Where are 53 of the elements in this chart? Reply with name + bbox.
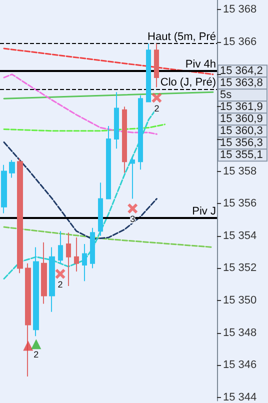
point — [23, 340, 34, 351]
candlestick — [114, 92, 119, 150]
line-series — [3, 124, 166, 132]
y-tick-label: 15 354 — [223, 230, 257, 242]
text: 5s — [220, 89, 232, 102]
y-tick-label: 15 352 — [223, 262, 257, 274]
y-tick-label: 15 366 — [223, 36, 257, 48]
text: 15 364,2 — [220, 65, 263, 78]
point — [152, 92, 162, 103]
y-tick-label: 15 350 — [223, 294, 257, 307]
y-tick-label: 15 358 — [223, 165, 257, 178]
candlestick — [90, 227, 95, 269]
point — [31, 339, 42, 350]
y-tick-label: 15 346 — [223, 359, 257, 372]
line-series — [3, 74, 158, 135]
candlestick — [82, 243, 87, 282]
y-tick-label: 15 348 — [223, 326, 257, 339]
point — [55, 268, 66, 279]
candlestick — [66, 232, 71, 287]
ref-line-label: Haut (5m, Pré — [148, 31, 216, 44]
candlestick — [122, 106, 127, 174]
text: 15 363,8 — [220, 77, 263, 90]
text: 15 356,3 — [220, 137, 263, 150]
y-tick-label: 15 368 — [223, 4, 257, 16]
candlestick — [1, 164, 7, 214]
candlestick — [33, 246, 39, 337]
ref-line-label: Clo (J, Pré) — [160, 76, 216, 88]
annotation: 2 — [58, 279, 63, 290]
candlestick — [41, 242, 47, 304]
y-tick-label: 15 356 — [223, 198, 257, 210]
point — [128, 203, 138, 214]
ref-line-label: Piv 4h — [185, 58, 216, 71]
text: 15 360,9 — [220, 113, 263, 126]
candlestick — [17, 158, 23, 274]
candlestick — [49, 246, 55, 312]
y-tick-label: 15 344 — [223, 392, 257, 403]
candlestick — [74, 237, 79, 272]
candlestick — [25, 262, 31, 377]
candlestick — [58, 230, 63, 264]
candlestick — [98, 182, 103, 236]
annotation: 3 — [130, 214, 136, 224]
line-series — [3, 141, 158, 240]
candlestick — [9, 159, 15, 178]
text: 15 355,1 — [220, 149, 263, 162]
candlestick — [154, 43, 159, 88]
candlestick — [130, 156, 135, 200]
ref-line-label: Piv J — [192, 206, 216, 218]
annotation: 2 — [34, 350, 39, 360]
candlestick — [138, 94, 143, 170]
text: 15 360,3 — [220, 125, 263, 138]
text: 15 361,9 — [220, 101, 263, 114]
candlestick — [146, 43, 151, 102]
candlestick — [106, 126, 111, 200]
